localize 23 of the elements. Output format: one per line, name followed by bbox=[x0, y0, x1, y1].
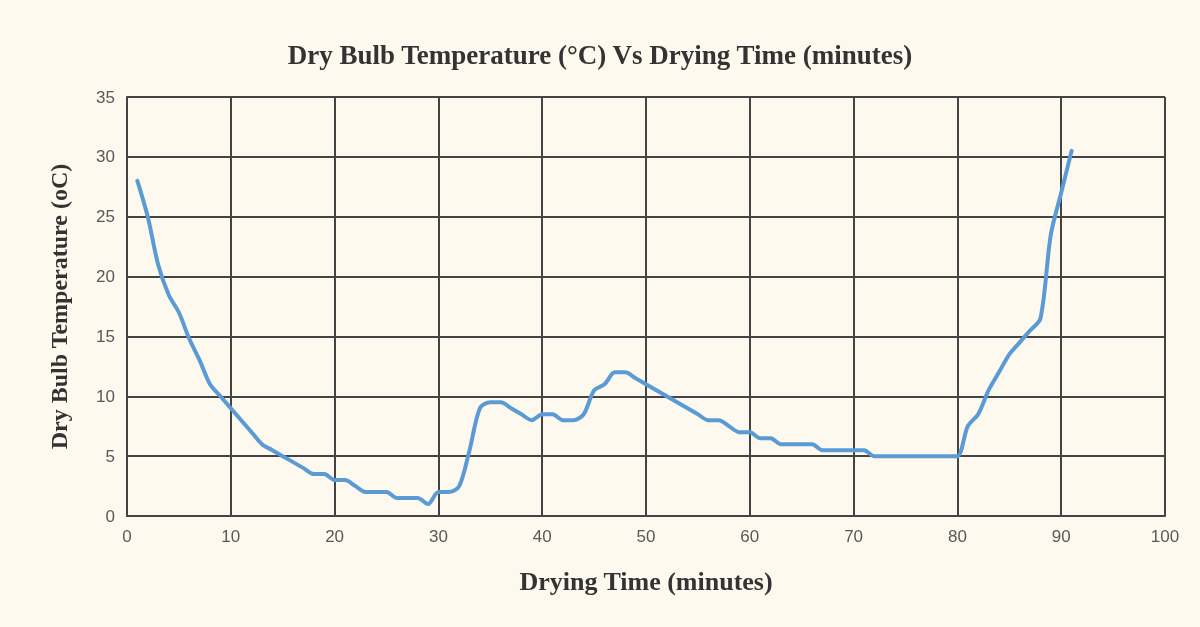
chart-title: Dry Bulb Temperature (°C) Vs Drying Time (minutes) bbox=[287, 39, 913, 70]
y-tick-label: 0 bbox=[105, 506, 115, 526]
y-tick-label: 25 bbox=[96, 207, 115, 227]
x-tick-label: 90 bbox=[1051, 527, 1071, 546]
x-tick-label: 10 bbox=[221, 527, 241, 546]
x-axis-title: Drying Time (minutes) bbox=[519, 566, 773, 596]
x-tick-label: 40 bbox=[532, 527, 552, 546]
x-tick-label: 80 bbox=[947, 527, 967, 546]
y-tick-label: 30 bbox=[96, 147, 115, 167]
x-tick-label: 0 bbox=[122, 527, 132, 546]
x-tick-label: 20 bbox=[325, 527, 345, 546]
x-tick-label: 50 bbox=[636, 527, 656, 546]
line-series bbox=[135, 148, 1074, 507]
y-tick-label: 20 bbox=[96, 267, 115, 287]
y-tick-label: 5 bbox=[105, 446, 115, 466]
x-tick-label: 100 bbox=[1150, 527, 1180, 546]
x-tick-label: 60 bbox=[740, 527, 760, 546]
y-tick-label: 10 bbox=[96, 386, 115, 406]
y-tick-label: 35 bbox=[96, 87, 115, 107]
y-tick-label: 15 bbox=[96, 326, 115, 346]
x-tick-label: 70 bbox=[844, 527, 864, 546]
y-axis-title: Dry Bulb Temperature (oC) bbox=[46, 163, 72, 450]
x-tick-label: 30 bbox=[428, 527, 448, 546]
